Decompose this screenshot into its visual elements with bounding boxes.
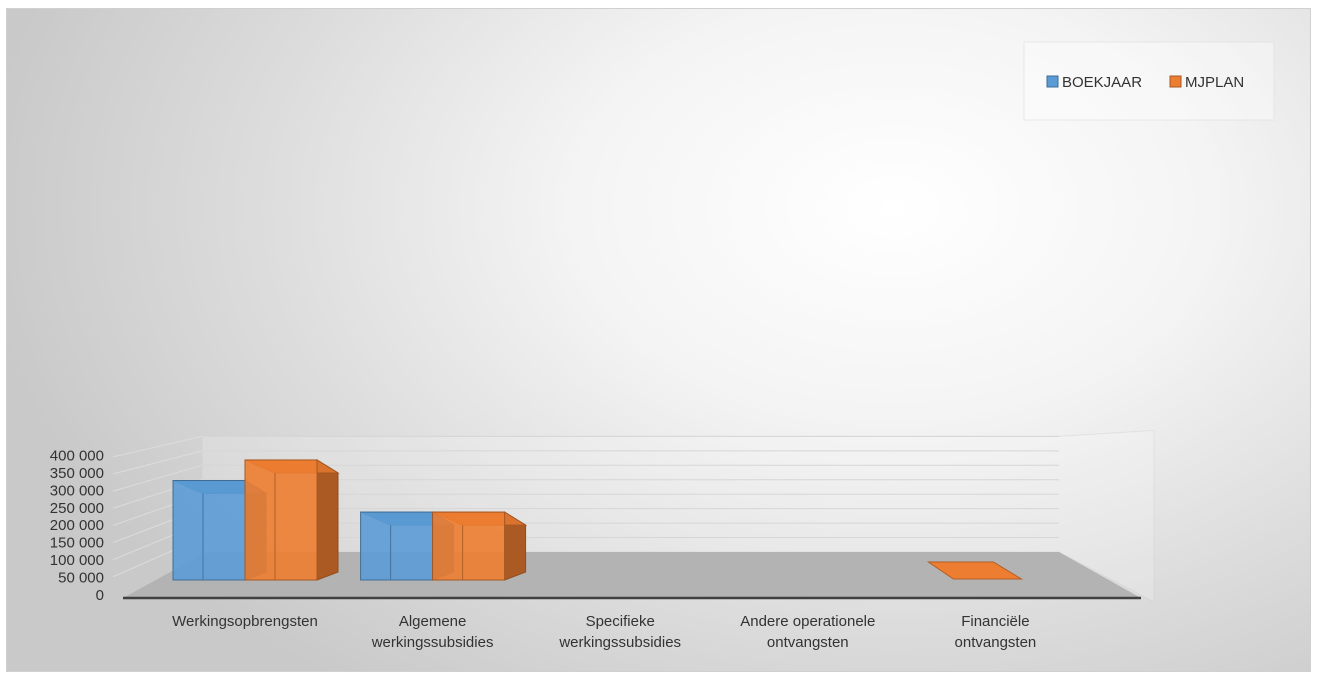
x-category-label: Financiële (961, 613, 1029, 630)
x-category-label: werkingssubsidies (558, 634, 681, 651)
legend-box (1023, 41, 1275, 121)
x-category-label: ontvangsten (955, 634, 1037, 651)
bar-mjplan-0 (244, 459, 340, 581)
bar-mjplan-1-front (432, 511, 506, 581)
x-axis: Werkingsopbrengsten Algemene werkingssubsi… (172, 613, 1036, 651)
bar-boekjaar-0-front (172, 480, 246, 581)
legend-label-boekjaar: BOEKJAAR (1062, 74, 1142, 91)
gridline-side (112, 464, 203, 492)
x-category-label: Specifieke (586, 613, 655, 630)
x-category-label: Werkingsopbrengsten (172, 613, 318, 630)
bar-mjplan-0-front (244, 459, 318, 581)
x-category-label: Andere operationele (740, 613, 875, 630)
bar-mjplan-1 (432, 511, 528, 581)
y-tick-label: 100 000 (50, 552, 104, 569)
bars (172, 459, 1024, 581)
y-tick-label: 250 000 (50, 500, 104, 517)
x-category-label: Algemene (399, 613, 467, 630)
y-tick-label: 0 (96, 587, 104, 604)
legend-swatch-boekjaar (1046, 75, 1059, 88)
legend-swatch-mjplan (1169, 75, 1182, 88)
chart-frame: 0 50 000 100 000 150 000 200 000 250 000 300 0… (6, 8, 1311, 672)
x-category-label: werkingssubsidies (371, 634, 494, 651)
y-tick-label: 300 000 (50, 482, 104, 499)
bar-mjplan-4-slab (926, 561, 1024, 580)
y-tick-label: 50 000 (58, 570, 104, 587)
y-tick-label: 400 000 (50, 447, 104, 464)
bar-mjplan-0-side (316, 459, 339, 581)
legend-label-mjplan: MJPLAN (1185, 74, 1244, 91)
y-tick-label: 150 000 (50, 535, 104, 552)
gridline-side (112, 435, 203, 458)
y-tick-label: 350 000 (50, 465, 104, 482)
legend: BOEKJAAR MJPLAN (1023, 41, 1275, 121)
y-tick-label: 200 000 (50, 517, 104, 534)
bar-boekjaar-1-front (360, 511, 434, 581)
gridline-side (112, 450, 203, 475)
x-category-label: ontvangsten (767, 634, 849, 651)
